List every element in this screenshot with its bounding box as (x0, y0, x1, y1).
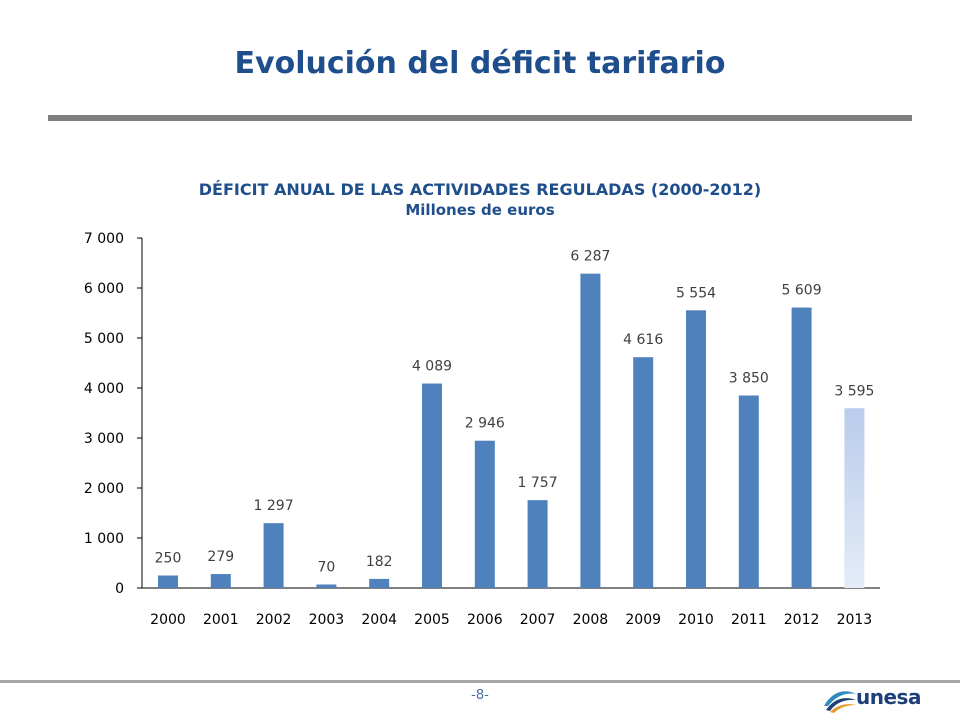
unesa-swoosh-icon (824, 691, 856, 713)
x-tick-label: 2003 (309, 612, 345, 628)
y-tick-label: 7 000 (84, 231, 124, 247)
bar-value-label: 2 946 (465, 416, 505, 432)
bar (791, 307, 812, 588)
x-tick-label: 2010 (678, 612, 714, 628)
bar (527, 500, 548, 588)
y-tick-label: 6 000 (84, 281, 124, 297)
bar (263, 523, 284, 588)
bar (474, 440, 495, 588)
footer-divider (0, 680, 960, 683)
bar (738, 395, 759, 588)
x-tick-label: 2002 (256, 612, 292, 628)
x-tick-label: 2001 (203, 612, 239, 628)
y-tick-label: 0 (115, 581, 124, 597)
chart-title: DÉFICIT ANUAL DE LAS ACTIVIDADES REGULAD… (198, 180, 762, 199)
y-tick-label: 5 000 (84, 331, 124, 347)
bar (422, 383, 442, 588)
y-tick-label: 3 000 (84, 431, 124, 447)
bar-value-label: 5 554 (676, 285, 716, 301)
bar-value-label: 4 089 (412, 359, 452, 375)
bar-value-label: 4 616 (623, 332, 663, 348)
bar (158, 575, 178, 588)
x-tick-label: 2007 (520, 612, 556, 628)
bar-value-label: 1 297 (254, 498, 294, 514)
bar-projected (844, 408, 865, 588)
bar-value-label: 3 850 (729, 371, 769, 387)
bar (686, 310, 706, 588)
bar (369, 578, 390, 588)
bar (316, 584, 337, 588)
chart-subtitle: Millones de euros (405, 201, 555, 219)
unesa-logo: unesa (822, 684, 942, 714)
x-tick-label: 2013 (837, 612, 873, 628)
bar (210, 574, 231, 588)
bar (633, 357, 654, 588)
slide-title: Evolución del déficit tarifario (234, 46, 726, 81)
bar-value-label: 70 (317, 560, 335, 576)
y-tick-label: 1 000 (84, 531, 124, 547)
title-divider (48, 115, 912, 121)
bar-value-label: 6 287 (570, 249, 610, 265)
x-tick-label: 2011 (731, 612, 767, 628)
page-number: -8- (471, 688, 489, 703)
x-tick-label: 2009 (625, 612, 661, 628)
y-tick-label: 2 000 (84, 481, 124, 497)
y-tick-label: 4 000 (84, 381, 124, 397)
bar (580, 273, 601, 588)
bar-value-label: 3 595 (834, 383, 874, 399)
x-tick-label: 2012 (784, 612, 820, 628)
bar-value-label: 279 (207, 549, 234, 565)
bar-value-label: 250 (155, 551, 182, 567)
bar-value-label: 5 609 (782, 283, 822, 299)
x-tick-label: 2004 (361, 612, 397, 628)
x-tick-label: 2008 (573, 612, 609, 628)
x-tick-label: 2000 (150, 612, 186, 628)
bar-value-label: 1 757 (518, 475, 558, 491)
x-tick-label: 2006 (467, 612, 503, 628)
bar-value-label: 182 (366, 554, 393, 570)
x-tick-label: 2005 (414, 612, 450, 628)
logo-text: unesa (856, 685, 921, 709)
